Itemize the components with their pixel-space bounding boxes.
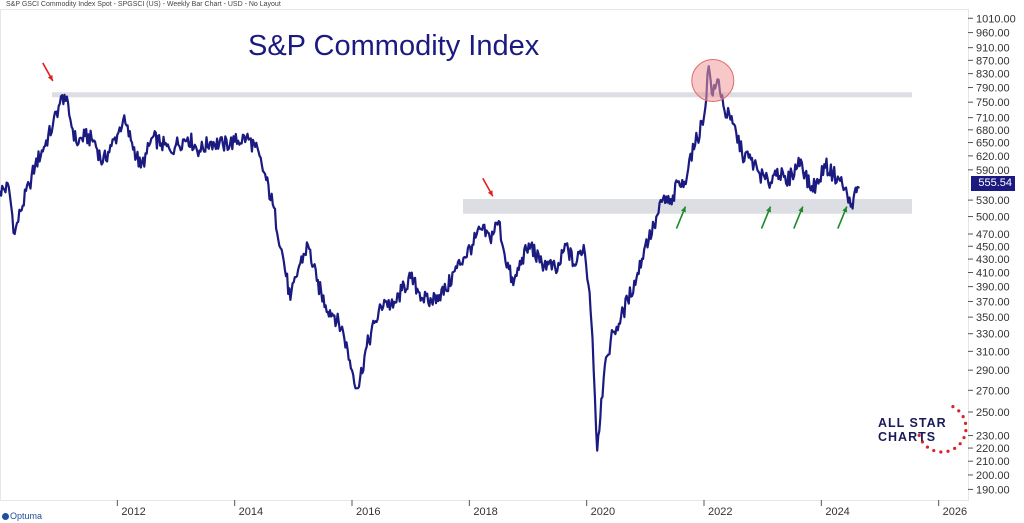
x-tick-label: 2024 xyxy=(825,506,849,518)
y-tick-label: 410.00 xyxy=(976,268,1010,280)
y-tick-label: 910.00 xyxy=(976,43,1010,55)
y-tick-label: 530.00 xyxy=(976,195,1010,207)
y-tick-label: 790.00 xyxy=(976,83,1010,95)
x-tick-label: 2014 xyxy=(239,506,263,518)
price-series xyxy=(0,65,860,452)
red-arrow-1-head xyxy=(487,190,493,197)
logo-star xyxy=(963,421,968,425)
optuma-brand: Optuma xyxy=(2,511,42,521)
y-tick-label: 430.00 xyxy=(976,254,1010,266)
y-tick-label: 1010.00 xyxy=(976,13,1016,25)
green-arrow-0-head xyxy=(681,206,686,213)
y-tick-label: 310.00 xyxy=(976,346,1010,358)
x-tick-label: 2016 xyxy=(356,506,380,518)
annotation-bands xyxy=(52,92,912,214)
logo-star xyxy=(953,446,957,450)
y-tick-label: 370.00 xyxy=(976,296,1010,308)
optuma-label: Optuma xyxy=(10,511,43,521)
axis-ticks xyxy=(116,17,973,506)
optuma-icon xyxy=(2,513,9,520)
logo-star xyxy=(917,433,921,438)
red-arrow-0 xyxy=(42,62,54,82)
y-tick-label: 590.00 xyxy=(976,165,1010,177)
y-tick-label: 190.00 xyxy=(976,484,1010,496)
y-tick-label: 710.00 xyxy=(976,113,1010,125)
all-star-charts-logo: ALL STAR CHARTS xyxy=(874,402,970,454)
logo-star xyxy=(932,448,936,453)
y-tick-label: 250.00 xyxy=(976,407,1010,419)
logo-star xyxy=(946,449,950,453)
green-arrow-3 xyxy=(837,206,848,229)
resistance-band xyxy=(52,92,912,98)
red-arrow-1 xyxy=(482,177,494,197)
green-arrow-2-head xyxy=(798,206,804,213)
logo-star xyxy=(939,450,943,454)
y-tick-label: 220.00 xyxy=(976,443,1010,455)
y-tick-label: 870.00 xyxy=(976,55,1010,67)
y-tick-label: 390.00 xyxy=(976,282,1010,294)
x-tick-label: 2012 xyxy=(121,506,145,518)
logo-star xyxy=(958,442,962,446)
logo-star xyxy=(964,429,968,433)
chart-header-text: S&P GSCI Commodity Index Spot - SPGSCI (… xyxy=(6,1,281,8)
y-tick-label: 200.00 xyxy=(976,470,1010,482)
green-arrow-1 xyxy=(760,206,772,229)
x-tick-label: 2026 xyxy=(943,506,967,518)
green-arrow-3-head xyxy=(842,206,848,213)
y-tick-label: 650.00 xyxy=(976,138,1010,150)
y-tick-label: 960.00 xyxy=(976,28,1010,40)
y-tick-label: 500.00 xyxy=(976,212,1010,224)
red-arrow-0-head xyxy=(47,74,53,81)
y-tick-label: 680.00 xyxy=(976,125,1010,137)
logo-line-1: ALL STAR xyxy=(878,416,947,430)
x-tick-label: 2022 xyxy=(708,506,732,518)
y-tick-label: 620.00 xyxy=(976,151,1010,163)
y-tick-label: 210.00 xyxy=(976,456,1010,468)
logo-star xyxy=(962,435,966,440)
plot-frame xyxy=(0,9,969,501)
logo-star xyxy=(920,440,925,444)
y-tick-label: 750.00 xyxy=(976,97,1010,109)
last-price-tag: 555.54 xyxy=(971,176,1015,191)
logo-star xyxy=(957,409,961,413)
green-arrow-2 xyxy=(793,206,804,229)
y-tick-label: 230.00 xyxy=(976,431,1010,443)
y-tick-label: 450.00 xyxy=(976,241,1010,253)
series-line-0 xyxy=(0,65,860,452)
peak-highlight-circle xyxy=(691,58,735,102)
y-tick-label: 470.00 xyxy=(976,229,1010,241)
chart-title: S&P Commodity Index xyxy=(248,30,540,62)
y-tick-label: 350.00 xyxy=(976,312,1010,324)
green-arrow-0 xyxy=(675,206,687,229)
x-tick-label: 2020 xyxy=(591,506,615,518)
logo-star xyxy=(961,414,965,419)
logo-star xyxy=(925,445,930,449)
y-tick-label: 830.00 xyxy=(976,69,1010,81)
logo-star xyxy=(951,405,955,409)
y-tick-label: 290.00 xyxy=(976,365,1010,377)
green-arrow-1-head xyxy=(766,206,771,213)
annotation-markers xyxy=(42,58,848,229)
logo-line-2: CHARTS xyxy=(878,430,937,444)
y-tick-label: 330.00 xyxy=(976,329,1010,341)
x-tick-label: 2018 xyxy=(473,506,497,518)
logo-stars-icon xyxy=(917,405,968,454)
y-tick-label: 270.00 xyxy=(976,385,1010,397)
